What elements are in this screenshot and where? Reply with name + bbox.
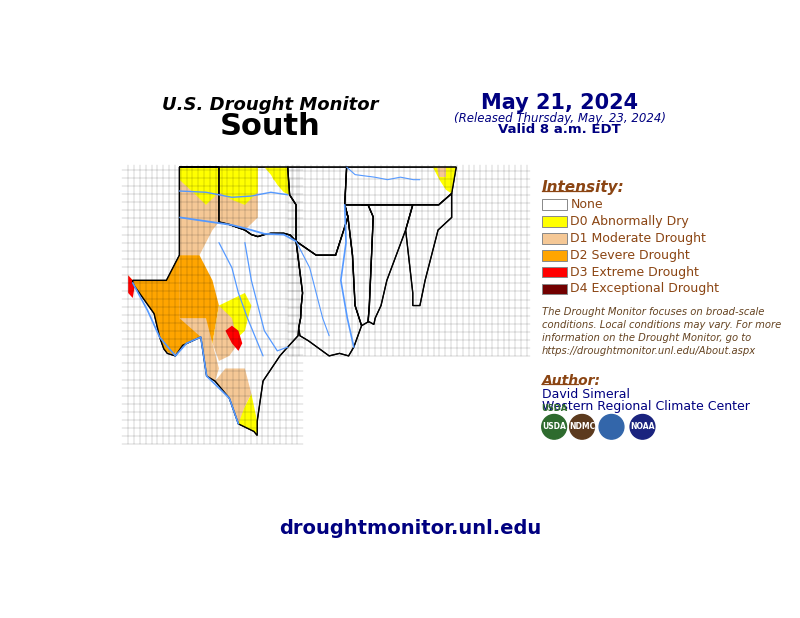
Text: NOAA: NOAA [630, 422, 654, 431]
Polygon shape [133, 255, 179, 356]
Bar [542, 266, 566, 277]
Polygon shape [133, 167, 302, 436]
Polygon shape [213, 293, 251, 344]
Text: D4 Exceptional Drought: D4 Exceptional Drought [570, 282, 719, 295]
Polygon shape [215, 368, 251, 424]
Text: The Drought Monitor focuses on broad-scale
conditions. Local conditions may vary: The Drought Monitor focuses on broad-sca… [542, 307, 781, 357]
Polygon shape [433, 167, 456, 193]
Polygon shape [362, 205, 413, 324]
Text: USDA: USDA [541, 404, 567, 413]
Text: May 21, 2024: May 21, 2024 [481, 93, 638, 114]
Text: D1 Moderate Drought: D1 Moderate Drought [570, 232, 706, 245]
Text: U.S. Drought Monitor: U.S. Drought Monitor [162, 96, 378, 114]
Polygon shape [345, 167, 456, 205]
Bar [542, 199, 566, 210]
Text: NDMC: NDMC [569, 422, 595, 431]
Polygon shape [179, 167, 219, 205]
Text: (Released Thursday, May. 23, 2024): (Released Thursday, May. 23, 2024) [454, 112, 666, 125]
Text: Author:: Author: [542, 375, 601, 389]
Circle shape [630, 415, 655, 439]
Polygon shape [437, 167, 446, 177]
Text: D0 Abnormally Dry: D0 Abnormally Dry [570, 214, 689, 227]
Circle shape [599, 415, 624, 439]
Polygon shape [226, 167, 258, 205]
Polygon shape [406, 193, 452, 305]
Polygon shape [288, 167, 348, 255]
Text: South: South [220, 112, 321, 141]
Text: Western Regional Climate Center: Western Regional Climate Center [542, 400, 750, 413]
Polygon shape [128, 255, 219, 356]
Bar [542, 233, 566, 243]
Bar [542, 284, 566, 294]
Polygon shape [271, 167, 288, 185]
Text: droughtmonitor.unl.edu: droughtmonitor.unl.edu [279, 519, 541, 538]
Text: Valid 8 a.m. EDT: Valid 8 a.m. EDT [498, 123, 621, 136]
Bar [542, 216, 566, 227]
Polygon shape [179, 167, 219, 255]
Text: D2 Severe Drought: D2 Severe Drought [570, 248, 690, 261]
Polygon shape [179, 167, 226, 180]
Polygon shape [128, 255, 179, 355]
Polygon shape [179, 167, 296, 242]
Polygon shape [296, 205, 362, 356]
Polygon shape [226, 326, 242, 351]
Circle shape [570, 415, 594, 439]
Circle shape [542, 415, 566, 439]
Polygon shape [128, 276, 134, 298]
Text: David Simeral: David Simeral [542, 388, 630, 401]
Text: USDA: USDA [542, 422, 566, 431]
Polygon shape [264, 167, 290, 195]
Text: D3 Extreme Drought: D3 Extreme Drought [570, 266, 699, 279]
Polygon shape [219, 167, 258, 230]
Polygon shape [238, 394, 257, 436]
Text: Intensity:: Intensity: [542, 180, 625, 195]
Polygon shape [179, 318, 219, 381]
Bar [542, 250, 566, 261]
Polygon shape [213, 305, 238, 361]
Polygon shape [166, 341, 178, 355]
Text: None: None [570, 198, 603, 211]
Polygon shape [219, 167, 258, 205]
Polygon shape [345, 205, 374, 326]
